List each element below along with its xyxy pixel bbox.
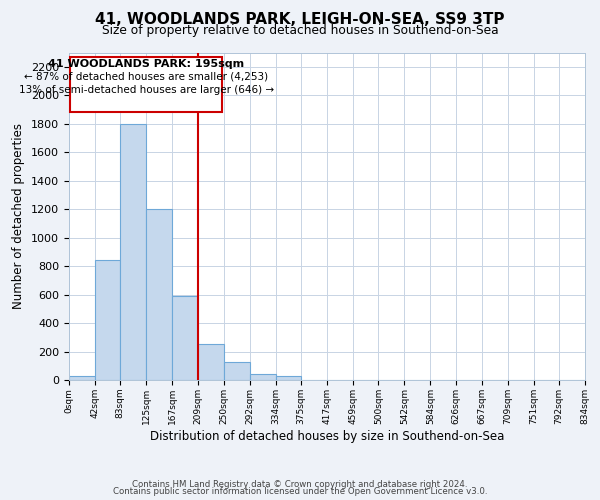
Bar xyxy=(250,374,275,380)
Text: Contains HM Land Registry data © Crown copyright and database right 2024.: Contains HM Land Registry data © Crown c… xyxy=(132,480,468,489)
Bar xyxy=(275,376,301,380)
Text: Size of property relative to detached houses in Southend-on-Sea: Size of property relative to detached ho… xyxy=(101,24,499,37)
Bar xyxy=(199,344,224,380)
Bar xyxy=(70,57,223,112)
Text: Contains public sector information licensed under the Open Government Licence v3: Contains public sector information licen… xyxy=(113,488,487,496)
Bar xyxy=(172,296,199,380)
Bar xyxy=(224,362,250,380)
Text: ← 87% of detached houses are smaller (4,253): ← 87% of detached houses are smaller (4,… xyxy=(24,72,268,82)
Bar xyxy=(69,376,95,380)
X-axis label: Distribution of detached houses by size in Southend-on-Sea: Distribution of detached houses by size … xyxy=(150,430,504,442)
Text: 13% of semi-detached houses are larger (646) →: 13% of semi-detached houses are larger (… xyxy=(19,84,274,94)
Text: 41, WOODLANDS PARK, LEIGH-ON-SEA, SS9 3TP: 41, WOODLANDS PARK, LEIGH-ON-SEA, SS9 3T… xyxy=(95,12,505,28)
Bar xyxy=(121,124,146,380)
Y-axis label: Number of detached properties: Number of detached properties xyxy=(13,123,25,309)
Bar xyxy=(146,209,172,380)
Text: 41 WOODLANDS PARK: 195sqm: 41 WOODLANDS PARK: 195sqm xyxy=(48,59,244,69)
Bar xyxy=(95,260,121,380)
